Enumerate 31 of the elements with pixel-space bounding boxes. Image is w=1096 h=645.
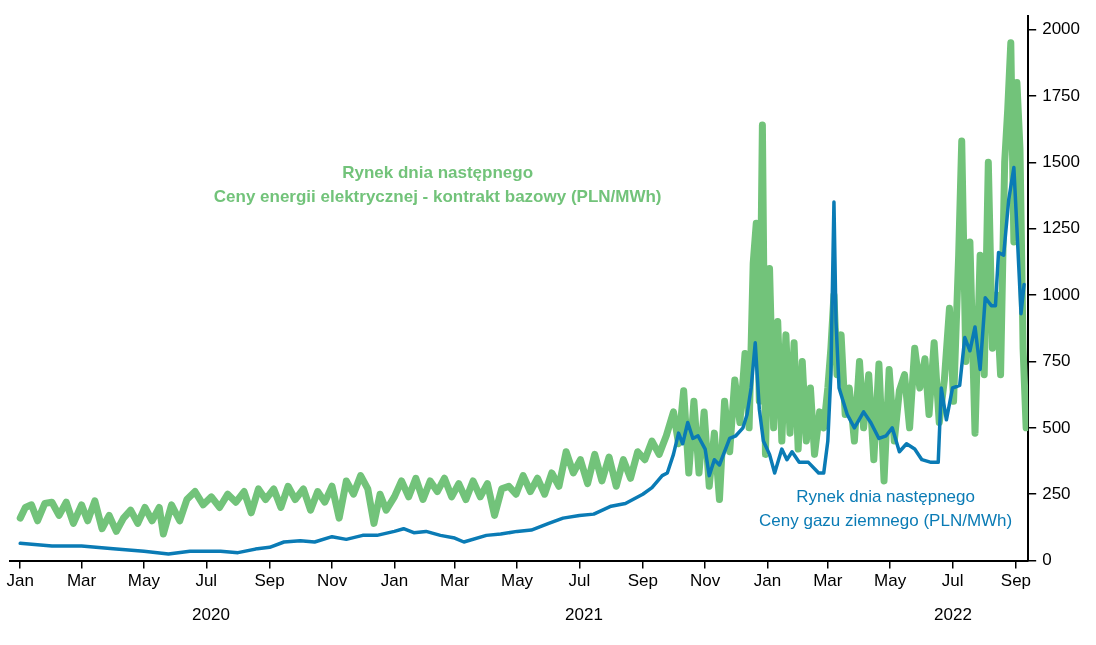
x-tick-label: Nov (690, 571, 721, 591)
x-tick-label: May (500, 571, 534, 591)
x-tick-label: Jul (941, 571, 964, 591)
series-label: Rynek dnia następnego Ceny gazu ziemnego (PLN/MWh) (759, 486, 1013, 530)
y-tick-label: 1250 (1042, 218, 1081, 238)
text: Rynek dnia następnego Ceny energii elektrycznej - kontrakt bazowy (PLN/MWh) (213, 162, 662, 206)
y-tick-label: 0 (1042, 550, 1052, 570)
text: 2020 (192, 604, 230, 624)
y-tick-label: 750 (1042, 351, 1071, 371)
y-tick-label: 2000 (1042, 19, 1081, 39)
x-tick-label: Jul (568, 571, 591, 591)
x-tick-label: Jan (753, 571, 782, 591)
x-tick-label: Jul (195, 571, 218, 591)
y-tick-label: 1500 (1042, 151, 1081, 171)
x-tick-label: Sep (627, 571, 658, 591)
x-tick-label: Jan (6, 571, 34, 591)
x-tick-label: Jan (380, 571, 409, 591)
x-tick-label: May (874, 571, 907, 591)
y-tick-label: 500 (1042, 417, 1071, 437)
x-tick-label: Mar (440, 571, 470, 591)
x-tick-label: Sep (254, 571, 285, 591)
x-tick-label: May (127, 571, 161, 591)
y-tick-label: 250 (1042, 483, 1071, 503)
x-tick-label: Mar (66, 571, 97, 591)
y-tick-label: 1750 (1042, 85, 1081, 105)
x-tick-label: Nov (316, 571, 348, 591)
x-tick-label: Sep (1000, 571, 1032, 591)
text: 2021 (565, 604, 603, 624)
y-tick-label: 1000 (1042, 284, 1081, 304)
x-tick-label: Mar (813, 571, 843, 591)
text: 2022 (934, 604, 972, 624)
